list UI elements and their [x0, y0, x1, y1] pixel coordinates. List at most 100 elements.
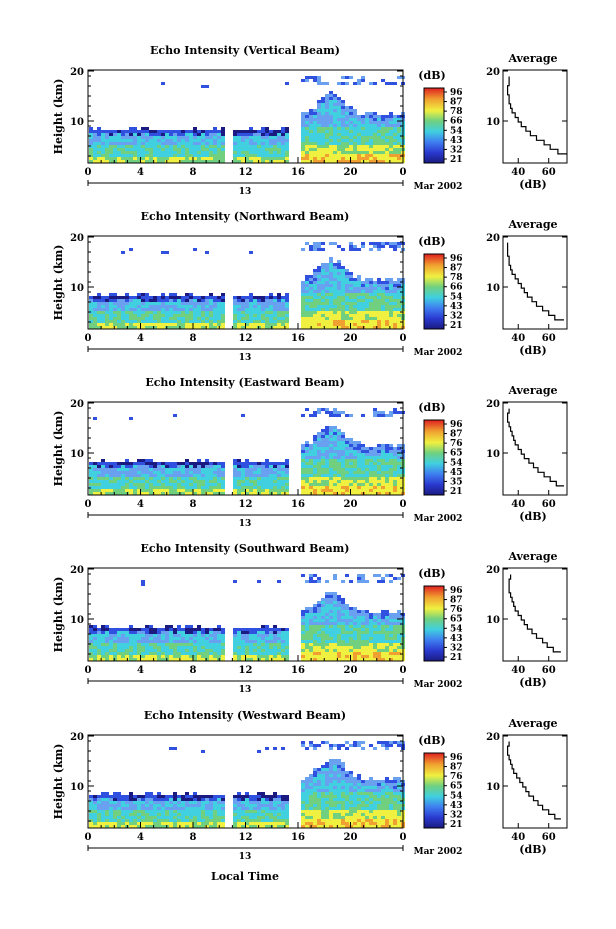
- heat-cell: [101, 320, 105, 323]
- heat-cell: [397, 142, 401, 145]
- heat-cell: [385, 459, 389, 462]
- heat-cell: [333, 486, 337, 489]
- heat-cell: [385, 625, 389, 628]
- heat-cell: [353, 462, 357, 465]
- heat-cell: [181, 646, 185, 649]
- heat-cell: [281, 157, 285, 160]
- heat-cell: [173, 652, 177, 655]
- heat-cell: [341, 640, 345, 643]
- heat-cell: [157, 655, 161, 658]
- heat-cell: [345, 317, 349, 320]
- heat-cell: [369, 462, 373, 465]
- heat-cell: [133, 314, 137, 317]
- heat-cell: [365, 296, 369, 299]
- heat-cell: [381, 492, 385, 495]
- heat-cell: [361, 616, 365, 619]
- heat-cell: [237, 637, 241, 640]
- heat-cell: [241, 471, 245, 474]
- heat-cell: [389, 462, 393, 465]
- heat-cell: [269, 652, 273, 655]
- heat-cell: [185, 133, 189, 136]
- heat-cell: [157, 810, 161, 813]
- heat-cell: [357, 483, 361, 486]
- heat-cell: [377, 133, 381, 136]
- heat-cell: [357, 284, 361, 287]
- heat-cell: [321, 658, 325, 661]
- heat-cell: [341, 631, 345, 634]
- heat-cell: [193, 465, 197, 468]
- heat-cell: [337, 486, 341, 489]
- heat-cell: [149, 489, 153, 492]
- heat-cell: [185, 480, 189, 483]
- heat-cell: [97, 628, 101, 631]
- heat-cell: [377, 483, 381, 486]
- heat-cell: [153, 825, 157, 828]
- heat-cell: [209, 492, 213, 495]
- heat-cell: [377, 118, 381, 121]
- heat-cell: [257, 652, 261, 655]
- colorbar-tick-label: 78: [450, 107, 463, 117]
- heat-cell: [329, 462, 333, 465]
- heat-cell: [93, 483, 97, 486]
- heat-cell: [189, 305, 193, 308]
- heat-cell: [237, 305, 241, 308]
- heat-cell: [161, 462, 165, 465]
- heat-cell: [397, 320, 401, 323]
- heat-cell: [321, 151, 325, 154]
- heat-cell: [261, 658, 265, 661]
- heat-cell: [165, 317, 169, 320]
- heat-cell: [113, 154, 117, 157]
- heat-cell: [117, 655, 121, 658]
- heat-cell: [113, 133, 117, 136]
- heat-cell: [221, 139, 225, 142]
- heat-cell: [357, 79, 361, 82]
- heat-cell: [353, 655, 357, 658]
- heat-cell: [261, 474, 265, 477]
- heat-cell: [217, 640, 221, 643]
- heat-cell: [301, 296, 305, 299]
- heat-cell: [137, 314, 141, 317]
- heat-cell: [237, 311, 241, 314]
- heat-cell: [205, 483, 209, 486]
- heat-cell: [317, 76, 321, 79]
- heat-cell: [361, 136, 365, 139]
- heat-cell: [361, 492, 365, 495]
- heat-cell: [321, 459, 325, 462]
- heat-cell: [169, 299, 173, 302]
- heat-cell: [389, 157, 393, 160]
- heat-cell: [305, 121, 309, 124]
- x-tick-label: 0: [400, 167, 407, 178]
- heat-cell: [141, 655, 145, 658]
- heat-cell: [313, 453, 317, 456]
- heat-cell: [273, 314, 277, 317]
- heat-cell: [217, 625, 221, 628]
- heat-cell: [105, 822, 109, 825]
- heat-cell: [329, 97, 333, 100]
- heat-cell: [129, 798, 133, 801]
- heat-cell: [329, 652, 333, 655]
- heat-cell: [233, 305, 237, 308]
- heat-cell: [133, 323, 137, 326]
- heat-cell: [125, 634, 129, 637]
- heat-cell: [137, 326, 141, 329]
- heat-cell: [89, 640, 93, 643]
- heat-cell: [133, 810, 137, 813]
- heat-cell: [309, 607, 313, 610]
- heat-cell: [157, 148, 161, 151]
- heat-cell: [345, 305, 349, 308]
- heat-cell: [329, 453, 333, 456]
- heat-cell: [193, 634, 197, 637]
- heat-cell: [365, 323, 369, 326]
- heat-cell: [397, 450, 401, 453]
- heat-cell: [189, 314, 193, 317]
- heat-cell: [329, 426, 333, 429]
- heat-cell: [353, 133, 357, 136]
- heat-cell: [265, 625, 269, 628]
- heat-cell: [257, 154, 261, 157]
- heat-cell: [349, 248, 353, 251]
- heat-cell: [349, 109, 353, 112]
- heat-cell: [349, 242, 353, 245]
- heat-cell: [137, 474, 141, 477]
- heat-cell: [341, 658, 345, 661]
- heat-cell: [385, 157, 389, 160]
